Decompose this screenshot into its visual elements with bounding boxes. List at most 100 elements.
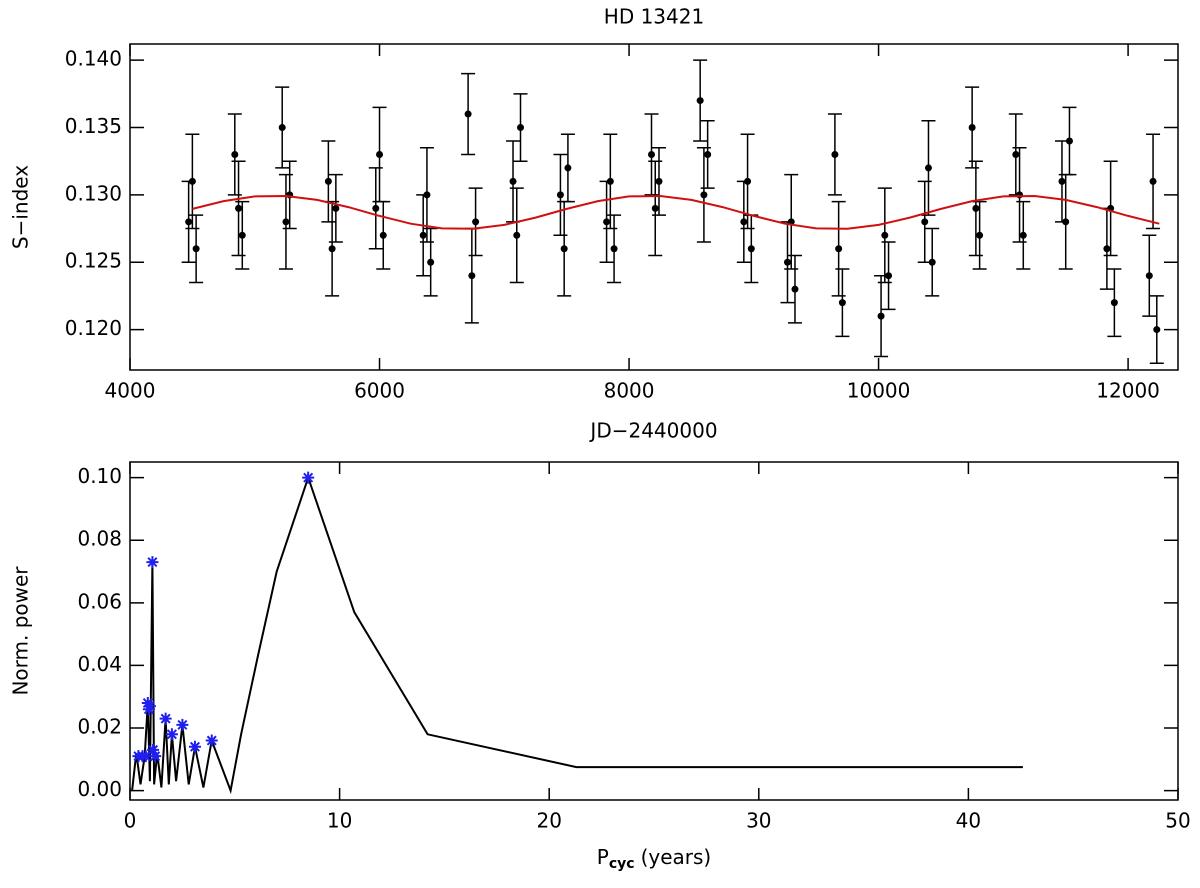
chart-title: HD 13421 xyxy=(604,5,704,29)
data-point xyxy=(783,258,791,266)
data-point xyxy=(192,245,200,253)
asterisk-marker xyxy=(139,750,152,763)
y-tick-label: 0.04 xyxy=(77,652,122,676)
asterisk-marker xyxy=(149,750,162,763)
data-point xyxy=(885,272,893,280)
y-tick-label: 0.135 xyxy=(65,114,122,138)
data-point xyxy=(472,218,480,226)
data-point xyxy=(328,245,336,253)
data-point xyxy=(740,218,748,226)
data-point xyxy=(282,218,290,226)
plot-frame xyxy=(129,461,1179,801)
data-point xyxy=(376,150,384,158)
y-tick-label: 0.08 xyxy=(77,527,122,551)
data-point xyxy=(928,258,936,266)
data-point xyxy=(1065,137,1073,145)
asterisk-marker xyxy=(147,743,160,756)
series-line xyxy=(192,194,1160,230)
data-point xyxy=(278,124,286,132)
asterisk-marker xyxy=(159,712,172,725)
data-point xyxy=(921,218,929,226)
data-point xyxy=(188,177,196,185)
data-point xyxy=(976,231,984,239)
asterisk-marker xyxy=(142,703,155,716)
y-axis-label: S−index xyxy=(9,165,33,249)
x-tick-label: 50 xyxy=(1165,809,1190,833)
x-axis-label: JD−2440000 xyxy=(588,419,717,443)
x-label-rest: (years) xyxy=(641,845,712,869)
x-tick-label: 30 xyxy=(746,809,771,833)
data-point xyxy=(835,245,843,253)
x-tick-label: 8000 xyxy=(604,379,655,403)
data-point xyxy=(1062,218,1070,226)
x-tick-label: 10 xyxy=(327,809,352,833)
data-point xyxy=(1016,191,1024,199)
data-point xyxy=(235,204,243,212)
data-point xyxy=(517,124,525,132)
data-point xyxy=(648,150,656,158)
x-label-sub: cyc xyxy=(609,856,635,872)
data-point xyxy=(696,97,704,105)
asterisk-marker xyxy=(205,734,218,747)
y-tick-label: 0.120 xyxy=(65,316,122,340)
data-point xyxy=(791,285,799,293)
data-point xyxy=(324,177,332,185)
data-point xyxy=(700,191,708,199)
x-axis-label: Pcyc (years) xyxy=(597,845,711,873)
x-tick-label: 40 xyxy=(956,809,981,833)
y-tick-label: 0.06 xyxy=(77,589,122,613)
data-point xyxy=(556,191,564,199)
data-point xyxy=(881,231,889,239)
data-point xyxy=(231,150,239,158)
asterisk-marker xyxy=(188,740,201,753)
data-point xyxy=(1103,245,1111,253)
data-point xyxy=(513,231,521,239)
data-point xyxy=(423,191,431,199)
data-point xyxy=(419,231,427,239)
data-point xyxy=(427,258,435,266)
data-point xyxy=(560,245,568,253)
x-tick-label: 6000 xyxy=(354,379,405,403)
data-point xyxy=(1149,177,1157,185)
data-point xyxy=(1019,231,1027,239)
data-point xyxy=(372,204,380,212)
y-tick-label: 0.02 xyxy=(77,715,122,739)
asterisk-marker xyxy=(165,728,178,741)
plot-area xyxy=(181,59,1164,365)
x-label-main: P xyxy=(597,845,609,869)
data-point xyxy=(564,164,572,172)
data-point xyxy=(1110,299,1118,307)
data-point xyxy=(1058,177,1066,185)
data-point xyxy=(704,150,712,158)
data-point xyxy=(509,177,517,185)
data-point xyxy=(877,312,885,320)
data-point xyxy=(655,177,663,185)
data-point xyxy=(610,245,618,253)
data-point xyxy=(968,124,976,132)
plot-area xyxy=(131,474,1023,795)
data-point xyxy=(603,218,611,226)
data-point xyxy=(924,164,932,172)
data-point xyxy=(838,299,846,307)
data-point xyxy=(468,272,476,280)
plot-frame xyxy=(129,43,1179,371)
y-tick-label: 0.00 xyxy=(77,777,122,801)
x-tick-label: 10000 xyxy=(847,379,911,403)
y-tick-label: 0.140 xyxy=(65,47,122,71)
asterisk-marker xyxy=(146,556,159,569)
data-point xyxy=(379,231,387,239)
y-tick-label: 0.125 xyxy=(65,249,122,273)
x-tick-label: 12000 xyxy=(1096,379,1160,403)
data-point xyxy=(332,204,340,212)
data-point xyxy=(744,177,752,185)
x-tick-label: 4000 xyxy=(105,379,156,403)
x-tick-label: 20 xyxy=(536,809,561,833)
series-line xyxy=(131,474,1023,795)
y-tick-label: 0.10 xyxy=(77,464,122,488)
data-point xyxy=(1153,326,1161,334)
data-point xyxy=(606,177,614,185)
data-point xyxy=(651,204,659,212)
asterisk-marker xyxy=(143,700,156,713)
y-axis-label: Norm. power xyxy=(9,566,33,696)
